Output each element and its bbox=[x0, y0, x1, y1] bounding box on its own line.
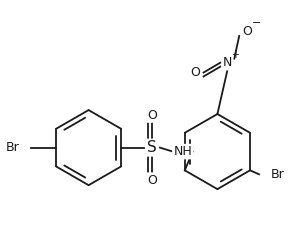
Text: O: O bbox=[147, 174, 157, 187]
Text: Br: Br bbox=[6, 141, 19, 154]
Text: +: + bbox=[231, 50, 239, 60]
Text: O: O bbox=[191, 66, 200, 79]
Text: S: S bbox=[147, 140, 157, 155]
Text: O: O bbox=[242, 24, 252, 38]
Text: −: − bbox=[251, 18, 261, 28]
Text: N: N bbox=[223, 56, 232, 69]
Text: Br: Br bbox=[271, 168, 285, 181]
Text: O: O bbox=[147, 109, 157, 122]
Text: NH: NH bbox=[174, 145, 192, 158]
